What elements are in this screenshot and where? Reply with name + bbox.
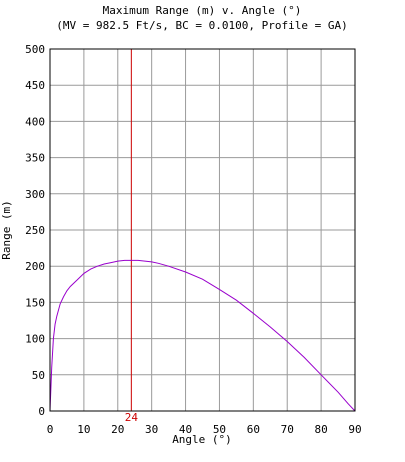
y-axis-label: Range (m) bbox=[0, 200, 13, 260]
x-tick-label: 60 bbox=[247, 423, 260, 436]
series-layer bbox=[49, 259, 356, 412]
x-tick-label: 70 bbox=[281, 423, 294, 436]
y-tick-label: 350 bbox=[25, 152, 45, 165]
y-tick-label: 250 bbox=[25, 224, 45, 237]
x-tick-label: 80 bbox=[314, 423, 327, 436]
marker-label: 24 bbox=[125, 411, 139, 424]
y-tick-label: 300 bbox=[25, 188, 45, 201]
y-tick-label: 450 bbox=[25, 79, 45, 92]
angle-marker: 24 bbox=[125, 49, 139, 424]
y-tick-label: 400 bbox=[25, 115, 45, 128]
range-curve bbox=[49, 259, 356, 412]
chart-title: Maximum Range (m) v. Angle (°) bbox=[103, 4, 302, 17]
y-tick-label: 200 bbox=[25, 260, 45, 273]
y-tick-label: 150 bbox=[25, 296, 45, 309]
y-tick-label: 500 bbox=[25, 43, 45, 56]
x-tick-label: 10 bbox=[77, 423, 90, 436]
x-tick-label: 40 bbox=[179, 423, 192, 436]
grid-lines bbox=[49, 48, 356, 412]
x-tick-label: 50 bbox=[213, 423, 226, 436]
tick-labels: 0 10 20 30 40 50 60 70 80 90 0 50 100 150 200 250 300 350… bbox=[25, 43, 362, 436]
x-tick-label: 20 bbox=[111, 423, 124, 436]
x-tick-label: 90 bbox=[348, 423, 361, 436]
plot-frame bbox=[49, 48, 356, 412]
y-tick-label: 50 bbox=[32, 369, 45, 382]
x-axis-label: Angle (°) bbox=[172, 433, 232, 446]
y-tick-label: 0 bbox=[38, 405, 45, 418]
x-tick-label: 30 bbox=[145, 423, 158, 436]
x-tick-label: 0 bbox=[47, 423, 54, 436]
y-tick-label: 100 bbox=[25, 333, 45, 346]
chart-subtitle: (MV = 982.5 Ft/s, BC = 0.0100, Profile =… bbox=[56, 19, 347, 32]
